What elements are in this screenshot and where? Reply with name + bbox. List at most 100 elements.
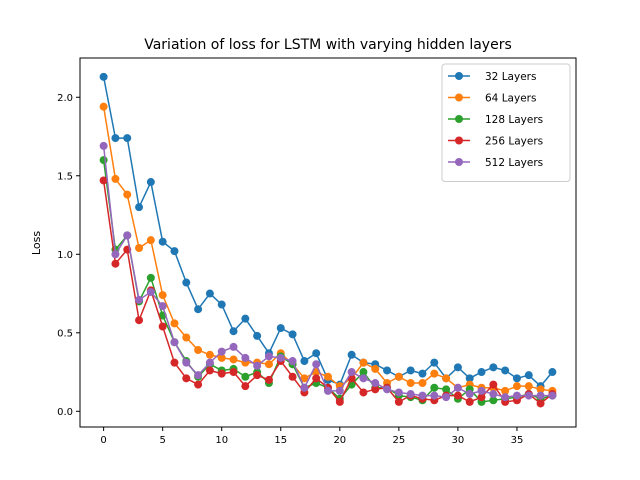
y-tick-label: 0.5 — [57, 328, 73, 339]
data-point — [442, 393, 451, 402]
data-point — [205, 289, 214, 298]
data-point — [406, 390, 415, 399]
y-tick-label: 2.0 — [57, 93, 73, 104]
data-point — [135, 316, 144, 325]
data-point — [170, 338, 179, 347]
data-point — [99, 176, 108, 185]
data-point — [182, 278, 191, 287]
data-point — [194, 380, 203, 389]
data-point — [477, 368, 486, 377]
data-point — [300, 357, 309, 366]
data-point — [477, 386, 486, 395]
data-point — [253, 331, 262, 340]
x-tick-label: 0 — [100, 435, 106, 446]
data-point — [135, 243, 144, 252]
data-point — [194, 371, 203, 380]
data-point — [383, 366, 392, 375]
data-point — [111, 250, 120, 259]
data-point — [335, 386, 344, 395]
data-point — [158, 291, 167, 300]
legend-item: 32 Layers — [448, 71, 536, 83]
legend: 32 Layers 64 Layers 128 Layers 256 Layers 51… — [441, 63, 571, 182]
data-point — [394, 388, 403, 397]
data-point — [123, 134, 132, 143]
data-point — [430, 391, 439, 400]
axes-frame — [79, 57, 577, 428]
data-point — [465, 397, 474, 406]
data-point — [394, 397, 403, 406]
data-point — [205, 350, 214, 359]
data-point — [158, 302, 167, 311]
data-point — [430, 369, 439, 378]
data-point — [418, 369, 427, 378]
data-point — [371, 385, 380, 394]
data-point — [146, 236, 155, 245]
data-point — [465, 374, 474, 383]
data-point — [264, 352, 273, 361]
data-point — [111, 174, 120, 183]
data-point — [135, 295, 144, 304]
data-point — [288, 330, 297, 339]
data-point — [418, 379, 427, 388]
data-point — [241, 372, 250, 381]
legend-item: 64 Layers — [448, 93, 536, 105]
data-point — [170, 319, 179, 328]
legend-label: 128 Layers — [485, 114, 543, 126]
data-point — [217, 300, 226, 309]
data-point — [264, 375, 273, 384]
data-point — [194, 346, 203, 355]
data-point — [489, 396, 498, 405]
data-point — [146, 287, 155, 296]
data-point — [453, 383, 462, 392]
data-point — [146, 178, 155, 187]
data-point — [217, 369, 226, 378]
legend-box — [441, 63, 571, 182]
data-point — [253, 361, 262, 370]
data-point — [418, 391, 427, 400]
data-point — [371, 364, 380, 373]
data-point — [170, 358, 179, 367]
data-point — [241, 353, 250, 362]
data-point — [465, 390, 474, 399]
x-tick-label: 30 — [452, 435, 465, 446]
data-point — [489, 390, 498, 399]
data-point — [312, 374, 321, 383]
data-point — [324, 386, 332, 395]
data-point — [489, 363, 498, 372]
data-point — [99, 102, 108, 111]
data-point — [347, 350, 356, 359]
data-point — [205, 366, 214, 375]
data-point — [489, 380, 498, 389]
data-point — [536, 385, 545, 394]
legend-marker — [455, 115, 463, 123]
data-point — [229, 355, 238, 364]
data-point — [453, 391, 462, 400]
data-point — [442, 374, 451, 383]
legend-label: 32 Layers — [485, 71, 536, 83]
data-point — [229, 342, 238, 351]
data-point — [430, 358, 439, 367]
x-axis: 0 5 10 15 20 25 30 35 — [100, 427, 523, 446]
data-point — [324, 372, 332, 381]
data-point — [359, 368, 368, 377]
data-point — [524, 391, 533, 400]
data-point — [501, 386, 510, 395]
data-point — [229, 327, 238, 336]
data-point — [158, 322, 167, 331]
legend-label: 64 Layers — [485, 93, 536, 105]
data-point — [276, 324, 285, 333]
legend-marker — [455, 93, 463, 102]
x-tick-label: 25 — [392, 435, 405, 446]
data-point — [359, 358, 368, 367]
data-point — [536, 391, 545, 400]
data-point — [170, 247, 179, 256]
x-tick-label: 35 — [511, 435, 524, 446]
data-point — [394, 372, 403, 381]
data-point — [135, 203, 144, 212]
data-point — [182, 358, 191, 367]
legend-marker — [455, 158, 463, 166]
y-axis: 0.0 0.5 1.0 1.5 2.0 — [57, 93, 80, 418]
data-point — [182, 374, 191, 383]
data-point — [288, 357, 297, 366]
